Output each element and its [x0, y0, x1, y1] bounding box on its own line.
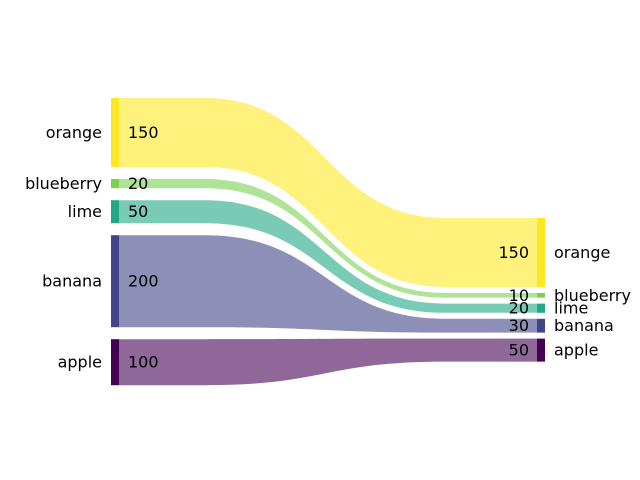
right-node-bar-banana [537, 318, 545, 333]
left-node-value-banana: 200 [128, 272, 159, 291]
flows-layer [119, 98, 537, 386]
left-node-value-lime: 50 [128, 202, 148, 221]
flow-apple [119, 338, 537, 386]
right-node-label-banana: banana [554, 316, 614, 335]
right-node-value-banana: 30 [509, 316, 529, 335]
right-node-label-orange: orange [554, 243, 610, 262]
right-node-value-apple: 50 [509, 341, 529, 360]
left-node-bar-lime [111, 200, 119, 224]
right-node-value-lime: 20 [509, 299, 529, 318]
left-node-label-orange: orange [46, 123, 102, 142]
left-node-label-blueberry: blueberry [25, 174, 102, 193]
flow-lime [119, 200, 537, 313]
left-node-label-apple: apple [58, 353, 102, 372]
right-node-label-apple: apple [554, 341, 598, 360]
flow-banana [119, 235, 537, 333]
left-node-label-lime: lime [68, 202, 102, 221]
left-node-bar-blueberry [111, 179, 119, 189]
left-node-bar-banana [111, 235, 119, 328]
right-node-bar-blueberry [537, 293, 545, 298]
node-bars-layer [111, 98, 545, 386]
left-node-bar-apple [111, 339, 119, 386]
right-node-bar-apple [537, 338, 545, 362]
flow-orange [119, 98, 537, 287]
left-node-bar-orange [111, 98, 119, 167]
left-node-value-blueberry: 20 [128, 174, 148, 193]
right-node-label-blueberry: blueberry [554, 286, 631, 305]
right-node-value-blueberry: 10 [509, 286, 529, 305]
right-node-bar-orange [537, 218, 545, 287]
left-node-value-apple: 100 [128, 353, 159, 372]
right-node-bar-lime [537, 303, 545, 313]
labels-layer: orange 150 blueberry 20 lime 50 banana 200 apple… [25, 123, 631, 372]
left-node-value-orange: 150 [128, 123, 159, 142]
right-node-value-orange: 150 [498, 243, 529, 262]
right-node-label-lime: lime [554, 299, 588, 318]
left-node-label-banana: banana [42, 272, 102, 291]
